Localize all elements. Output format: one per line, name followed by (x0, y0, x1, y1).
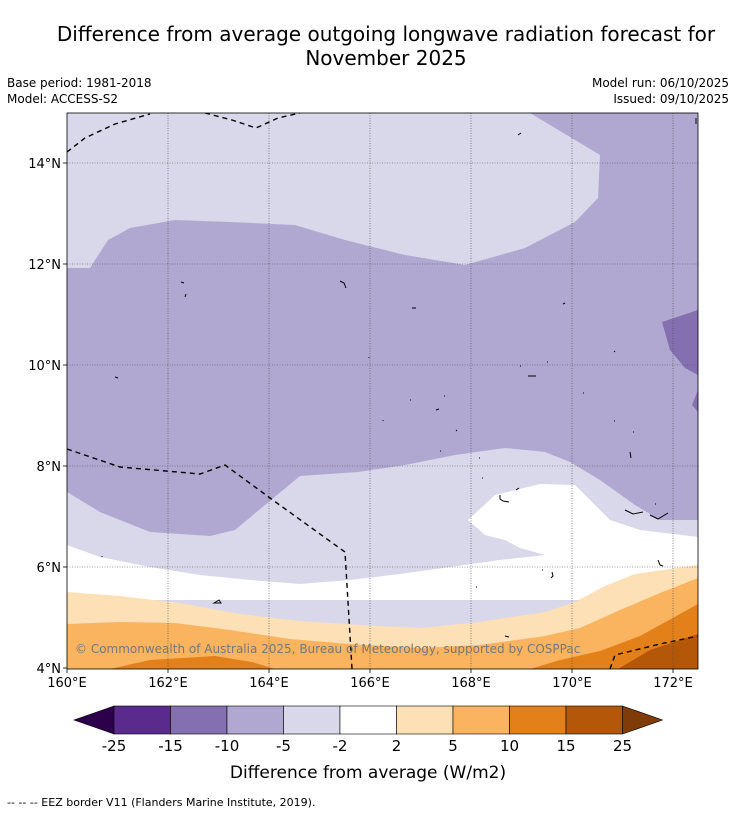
gridlines (67, 113, 698, 669)
colorbar-segment-2 (226, 705, 284, 735)
colorbar-segment-4 (339, 705, 397, 735)
islands (101, 118, 697, 638)
lat-label-12n: 12°N (28, 258, 61, 273)
band-minus-10-edge (692, 390, 698, 412)
lon-label-162e: 162°E (148, 676, 188, 691)
colorbar-tick-9: 25 (613, 737, 632, 755)
title-line-2: November 2025 (305, 46, 467, 70)
title-line-1: Difference from average outgoing longwav… (56, 22, 716, 46)
lat-tick-marks (63, 162, 67, 669)
colorbar-tick-4: -2 (333, 737, 348, 755)
meta-right: Model run: 06/10/2025 Issued: 09/10/2025 (592, 75, 729, 107)
copyright-text: © Commonwealth of Australia 2025, Bureau… (75, 642, 580, 656)
model-run: Model run: 06/10/2025 (591, 76, 729, 90)
colorbar-tick-5: 2 (392, 737, 402, 755)
colorbar-segment-7 (509, 705, 567, 735)
lon-label-160e: 160°E (47, 676, 87, 691)
band-minus-10-to-minus-15 (662, 310, 698, 375)
lat-label-8n: 8°N (37, 460, 62, 475)
colorbar-segment-6 (452, 705, 510, 735)
lat-label-6n: 6°N (37, 561, 62, 576)
band-minus-5-to-minus-10 (67, 113, 698, 536)
lon-label-164e: 164°E (249, 676, 289, 691)
band-plus-5-to-plus-10 (67, 578, 698, 669)
colorbar-segment-1 (170, 705, 228, 735)
lon-label-168e: 168°E (451, 676, 491, 691)
band-near-zero (67, 484, 698, 600)
band-plus-15-to-plus-25 (618, 634, 698, 669)
lon-tick-marks (66, 669, 674, 673)
issued-date: Issued: 09/10/2025 (613, 92, 729, 106)
lon-label-170e: 170°E (552, 676, 592, 691)
band-plus-10-to-plus-15 (110, 656, 275, 669)
map-frame (66, 112, 699, 670)
lat-labels: 4°N 6°N 8°N 10°N 12°N 14°N (28, 157, 61, 677)
colorbar-tick-0: -25 (102, 737, 127, 755)
eez-footnote: -- -- -- EEZ border V11 (Flanders Marine… (7, 796, 316, 809)
colorbar-segment-5 (396, 705, 454, 735)
colorbar-segment-8 (565, 705, 623, 735)
colorbar-segment-0 (113, 705, 171, 735)
map-area: © Commonwealth of Australia 2025, Bureau… (67, 113, 698, 669)
lon-labels: 160°E 162°E 164°E 166°E 168°E 170°E 172°… (47, 676, 693, 691)
colorbar-tick-1: -15 (158, 737, 183, 755)
base-period: Base period: 1981-2018 (7, 76, 152, 90)
lat-label-4n: 4°N (37, 662, 62, 677)
colorbar-extend-high (622, 705, 664, 735)
colorbar-tick-6: 5 (448, 737, 458, 755)
meta-left: Base period: 1981-2018 Model: ACCESS-S2 (7, 75, 152, 107)
lat-label-14n: 14°N (28, 157, 61, 172)
colorbar-tick-7: 10 (500, 737, 519, 755)
colorbar-tick-2: -10 (215, 737, 240, 755)
colorbar-tick-8: 15 (556, 737, 575, 755)
lat-label-10n: 10°N (28, 359, 61, 374)
colorbar: -25 -15 -10 -5 -2 2 5 10 15 25 (73, 705, 664, 755)
eez-borders (67, 113, 698, 669)
colorbar-extend-low (73, 705, 115, 735)
colorbar-tick-3: -5 (276, 737, 291, 755)
colorbar-segment-3 (283, 705, 341, 735)
colorbar-label: Difference from average (W/m2) (230, 763, 506, 783)
model-name: Model: ACCESS-S2 (7, 92, 119, 106)
chart-title: Difference from average outgoing longwav… (30, 22, 736, 70)
lon-label-166e: 166°E (350, 676, 390, 691)
lon-label-172e: 172°E (653, 676, 693, 691)
